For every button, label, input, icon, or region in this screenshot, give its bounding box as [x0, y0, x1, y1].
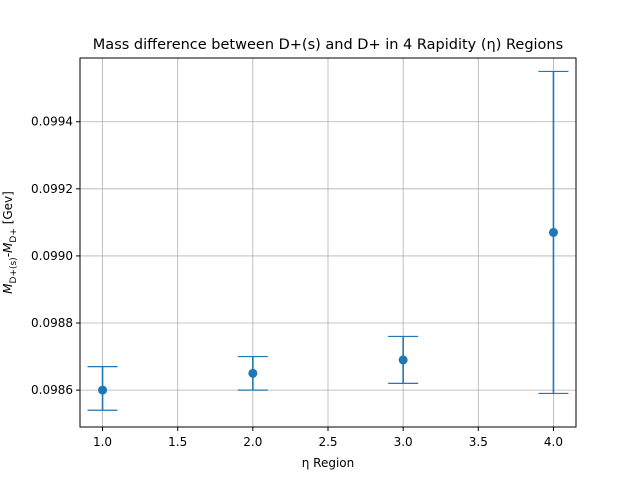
- data-marks: [87, 70, 569, 411]
- data-point: [398, 355, 408, 365]
- x-tick-label: 2.0: [243, 435, 262, 449]
- y-axis-label: MD+(s)-MD+ [Gev]: [1, 191, 19, 294]
- x-axis-label: η Region: [302, 456, 355, 470]
- x-axis-ticks: 1.0 1.5 2.0 2.5 3.0 3.5 4.0: [93, 427, 563, 449]
- x-tick-label: 1.5: [168, 435, 187, 449]
- x-tick-label: 4.0: [544, 435, 563, 449]
- y-tick-label: 0.0990: [31, 249, 73, 263]
- y-tick-label: 0.0994: [31, 115, 73, 129]
- x-tick-label: 1.0: [93, 435, 112, 449]
- data-point: [98, 385, 108, 395]
- y-tick-label: 0.0988: [31, 316, 73, 330]
- data-point: [548, 227, 558, 237]
- data-point: [248, 368, 258, 378]
- axes-frame: [79, 57, 577, 428]
- y-tick-label: 0.0992: [31, 182, 73, 196]
- y-tick-label: 0.0986: [31, 383, 73, 397]
- x-tick-label: 2.5: [318, 435, 337, 449]
- y-axis-ticks: 0.0986 0.0988 0.0990 0.0992 0.0994: [31, 115, 80, 397]
- chart-title: Mass difference between D+(s) and D+ in …: [93, 37, 563, 53]
- x-tick-label: 3.5: [469, 435, 488, 449]
- grid: [80, 58, 576, 427]
- x-tick-label: 3.0: [394, 435, 413, 449]
